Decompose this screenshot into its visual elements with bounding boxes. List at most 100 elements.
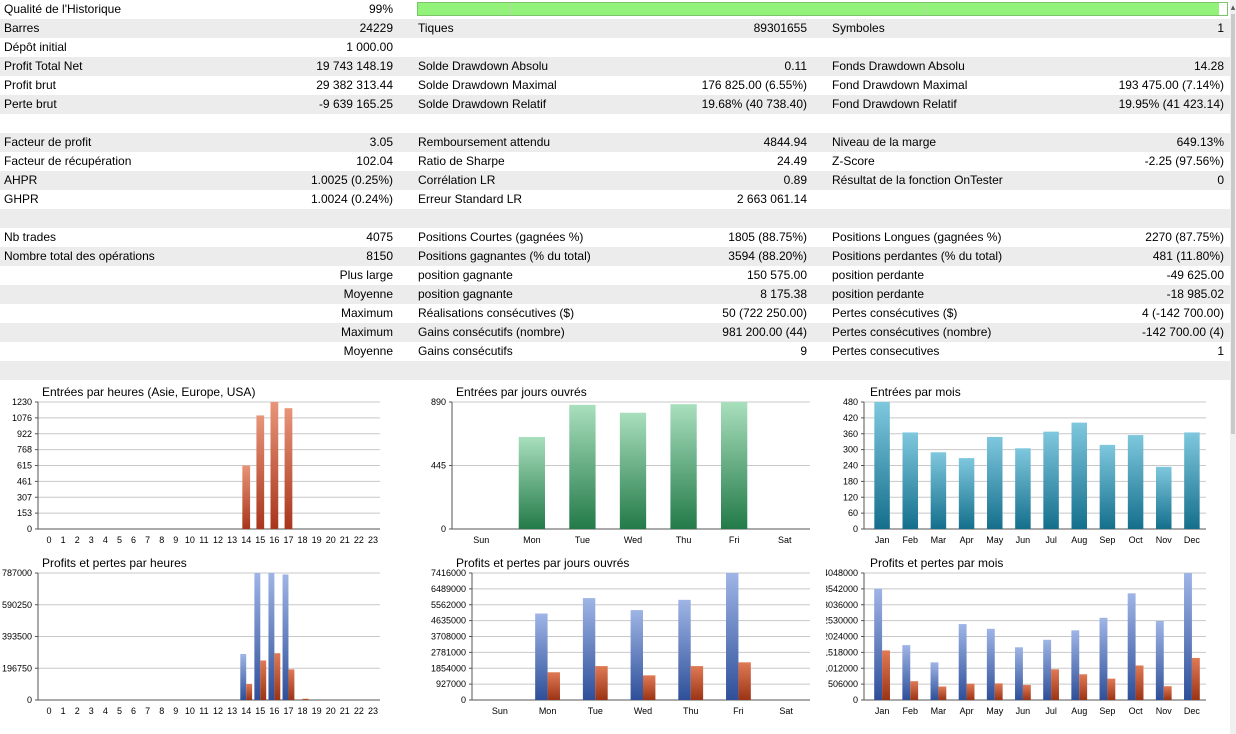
stats-row (0, 361, 1230, 380)
x-tick-label: 21 (340, 535, 350, 545)
stat-sublabel: Moyenne (343, 287, 393, 301)
stat-label: position gagnante (418, 268, 513, 282)
x-tick-label: Jan (875, 706, 890, 716)
x-tick-label: 11 (199, 535, 208, 545)
y-tick-label: 240 (843, 461, 858, 471)
stat-label: Résultat de la fonction OnTester (832, 173, 1003, 187)
bar (720, 402, 748, 529)
x-tick-label: 3 (89, 706, 94, 716)
y-tick-label: 5562000 (431, 600, 466, 610)
stat-value: 481 (11.80%) (1152, 249, 1224, 263)
y-tick-label: 0 (441, 524, 446, 534)
loss-bar (966, 683, 975, 700)
y-tick-label: 196750 (2, 663, 32, 673)
x-tick-label: 15 (255, 706, 265, 716)
stat-label: Tiques (418, 21, 454, 35)
chart-entries-by-weekday: Entrées par jours ouvrés 890 445 0 Sun Mon Tue… (431, 385, 810, 545)
bar (619, 412, 647, 529)
loss-bar (547, 672, 560, 700)
y-tick-label: 120 (843, 492, 858, 502)
x-tick-label: 9 (173, 706, 178, 716)
profit-bar (902, 645, 911, 700)
stats-row (0, 209, 1230, 228)
x-tick-label: May (986, 706, 1004, 716)
stats-row: Profit brut 29 382 313.44 Solde Drawdown M… (0, 76, 1230, 95)
y-tick-label: 461 (17, 476, 32, 486)
stat-sublabel: Plus large (339, 268, 393, 282)
x-tick-label: Sun (492, 706, 508, 716)
stat-value: 2 663 061.14 (736, 192, 807, 206)
stat-value: 19.95% (41 423.14) (1118, 97, 1224, 111)
bar (987, 436, 1003, 529)
x-tick-label: Apr (960, 706, 974, 716)
stat-label: Nb trades (4, 230, 57, 244)
chart-title: Profits et pertes par jours ouvrés (456, 556, 629, 570)
profit-bar (726, 573, 739, 700)
y-tick-label: 60 (848, 508, 858, 518)
statistics-table: Qualité de l'Historique 99% Barres 24229 T… (0, 2, 1230, 380)
loss-bar (994, 683, 1003, 700)
x-tick-label: 12 (213, 706, 223, 716)
y-tick-label: 927000 (436, 679, 466, 689)
stat-value: 50 (722 250.00) (722, 306, 807, 320)
stats-row: Maximum Réalisations consécutives ($) 50 (… (0, 304, 1230, 323)
stat-value: 0.89 (783, 173, 807, 187)
y-tick-label: 180 (843, 476, 858, 486)
stat-value: 102.04 (356, 154, 393, 168)
y-tick-label: 1076 (12, 413, 32, 423)
profit-bar (1043, 639, 1052, 700)
stats-row: Maximum Gains consécutifs (nombre) 981 200… (0, 323, 1230, 342)
stat-label: Positions perdantes (% du total) (832, 249, 1003, 263)
loss-bar (260, 660, 267, 700)
loss-bar (643, 675, 656, 700)
profit-bar (254, 573, 261, 700)
stats-row: Moyenne Gains consécutifs 9 Pertes consecut… (0, 342, 1230, 361)
x-tick-label: 8 (159, 535, 164, 545)
x-tick-label: 4 (103, 535, 108, 545)
bar (284, 408, 293, 529)
stat-label: Corrélation LR (418, 173, 496, 187)
vertical-scrollbar[interactable] (1230, 0, 1236, 734)
stats-row: Dépôt initial 1 000.00 (0, 38, 1230, 57)
x-tick-label: Oct (1129, 706, 1144, 716)
y-tick-label: 615 (17, 461, 32, 471)
stat-value: 0 (1217, 173, 1224, 187)
stat-label: position gagnante (418, 287, 513, 301)
stat-label: Facteur de profit (4, 135, 92, 149)
stat-sublabel: Moyenne (343, 344, 393, 358)
stats-row: Nombre total des opérations 8150 Positions… (0, 247, 1230, 266)
x-tick-label: 11 (199, 706, 208, 716)
x-tick-label: 16 (269, 706, 279, 716)
y-tick-label: 420 (843, 413, 858, 423)
stat-label: Fond Drawdown Maximal (832, 78, 968, 92)
x-tick-label: Thu (676, 535, 692, 545)
y-tick-label: 2530000 (826, 616, 858, 626)
y-tick-label: 480 (843, 397, 858, 407)
x-tick-label: 12 (213, 535, 223, 545)
x-tick-label: 13 (227, 706, 237, 716)
x-tick-label: 17 (283, 706, 293, 716)
x-tick-label: Aug (1071, 535, 1087, 545)
x-tick-label: 5 (117, 706, 122, 716)
bar (270, 402, 279, 529)
bar (1015, 448, 1031, 529)
y-tick-label: 4048000 (826, 568, 858, 578)
stat-label: Dépôt initial (4, 40, 67, 54)
chart-title: Entrées par jours ouvrés (456, 385, 587, 399)
x-tick-label: Sep (1099, 535, 1115, 545)
scrollbar-thumb[interactable] (1231, 14, 1235, 434)
bar (874, 402, 890, 529)
chevron-up-icon[interactable]: ▴ (1230, 2, 1236, 12)
stat-value: 14.28 (1193, 59, 1224, 73)
profit-bar (282, 574, 289, 700)
stats-row: Profit Total Net 19 743 148.19 Solde Drawd… (0, 57, 1230, 76)
stat-label: Niveau de la marge (832, 135, 937, 149)
profit-bar (1099, 617, 1108, 700)
x-tick-label: 20 (326, 535, 336, 545)
x-tick-label: 9 (173, 535, 178, 545)
stat-label: Profit Total Net (4, 59, 83, 73)
x-tick-label: Mon (539, 706, 557, 716)
bar (1184, 432, 1200, 529)
stat-value: 24.49 (776, 154, 807, 168)
x-tick-label: Aug (1071, 706, 1087, 716)
